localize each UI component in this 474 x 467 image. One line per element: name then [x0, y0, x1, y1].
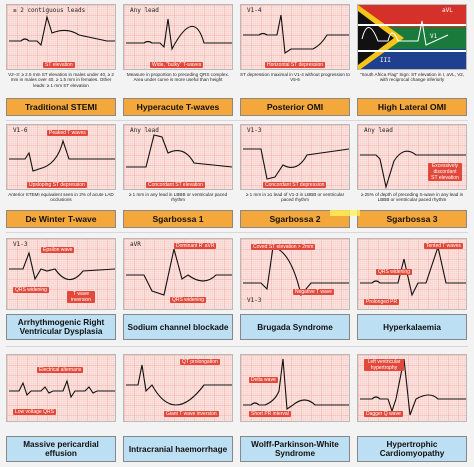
card-title: Hyperkalaemia — [357, 314, 467, 340]
card-title: Traditional STEMI — [6, 98, 116, 116]
card-title: Sgarbossa 1 — [123, 210, 233, 228]
annotation-tag: Coved ST elevation > 2mm — [251, 244, 316, 250]
ecg-strip: V1-3 Concordant ST depression — [240, 124, 350, 190]
card-title: Hyperacute T-waves — [123, 98, 233, 116]
ecg-strip: Any lead Excessively discordant ST eleva… — [357, 124, 467, 190]
ecg-strip: V1-3 Coved ST elevation > 2mm Negative T… — [240, 238, 350, 310]
caption: Measure in proportion to preceding QRS c… — [126, 72, 230, 83]
row-separator — [6, 346, 468, 347]
caption: ≥ 1 mm in ≥1 lead of V1-3 in LBBB or ven… — [245, 192, 345, 203]
lead-label: Any lead — [130, 127, 159, 134]
card-title: Massive pericardial effusion — [6, 436, 116, 462]
caption: ≥ 25% of depth of preceding S-wave in an… — [360, 192, 464, 203]
annotation-tag: Epsilon wave — [41, 247, 75, 253]
annotation-tag: Delta wave — [249, 377, 278, 383]
lead-label-iii: III — [380, 57, 391, 64]
caption: V2–3: ≥ 2.5 mm ST elevation in males und… — [8, 72, 114, 88]
annotation-tag: Concordant ST elevation — [146, 182, 205, 188]
annotation-tag: T wave inversion — [67, 291, 95, 303]
caption: "South Africa Flag" Sign: ST elevation i… — [359, 72, 465, 83]
card-title: Sgarbossa 3 — [357, 210, 467, 228]
lead-label: V1-3 — [247, 127, 262, 134]
lead-label: V1-6 — [13, 127, 28, 134]
card-title: De Winter T-wave — [6, 210, 116, 228]
ecg-strip: V1-4 Horizontal ST depression — [240, 4, 350, 70]
lead-label: Any lead — [364, 127, 393, 134]
ecg-strip: aVR Dominant R' aVR QRS widening — [123, 238, 233, 310]
ecg-patterns-grid: ≥ 2 contiguous leads ST elevation V2–3: … — [6, 4, 468, 464]
card-title: Sgarbossa 2 — [240, 210, 350, 228]
annotation-tag: Low voltage QRS — [13, 409, 56, 415]
card-title: Sodium channel blockade — [123, 314, 233, 340]
ecg-strip: Any lead Concordant ST elevation — [123, 124, 233, 190]
ecg-strip: Any lead Wide, "bulky" T-waves — [123, 4, 233, 70]
ecg-strip: QT prolongation Giant T wave inversion — [123, 354, 233, 422]
annotation-tag: Short PR interval — [249, 411, 291, 417]
annotation-tag: Giant T wave inversion — [164, 411, 219, 417]
annotation-tag: Electrical alternans — [37, 367, 84, 373]
annotation-tag: Dagger Q wave — [364, 411, 403, 417]
annotation-tag: Upsloping ST depression — [27, 182, 87, 188]
card-title: Posterior OMI — [240, 98, 350, 116]
annotation-tag: QRS widening — [376, 269, 412, 275]
caption: ST depression maximal in V1-4 without pr… — [240, 72, 350, 83]
ecg-strip: V1-3 Epsilon wave QRS widening T wave in… — [6, 238, 116, 310]
annotation-tag: QRS widening — [170, 297, 206, 303]
annotation-tag: Negative T wave — [293, 289, 335, 295]
ecg-strip: V1-6 Peaked T waves Upsloping ST depress… — [6, 124, 116, 190]
annotation-tag: Left ventricular hypertrophy — [364, 359, 404, 371]
annotation-tag: ST elevation — [43, 62, 75, 68]
card-title: Wolff-Parkinson-White Syndrome — [240, 436, 350, 462]
card-title: Hypertrophic Cardiomyopathy — [357, 436, 467, 462]
row-separator — [6, 120, 468, 121]
ecg-strip: Tented T waves QRS widening Prolonged PR — [357, 238, 467, 310]
annotation-tag: QT prolongation — [180, 359, 220, 365]
ecg-strip: Left ventricular hypertrophy Dagger Q wa… — [357, 354, 467, 422]
highlight-mark — [330, 210, 360, 216]
lead-label: Any lead — [130, 7, 159, 14]
caption: Anterior STEMI equivalent seen in 2% of … — [8, 192, 114, 203]
card-title: Arrhythmogenic Right Ventricular Dysplas… — [6, 314, 116, 340]
annotation-tag: Prolonged PR — [364, 299, 400, 305]
annotation-tag: Excessively discordant ST elevation — [428, 163, 462, 181]
lead-label: V1-4 — [247, 7, 262, 14]
lead-label: ≥ 2 contiguous leads — [13, 7, 86, 14]
annotation-tag: QRS widening — [13, 287, 49, 293]
lead-label: aVR — [130, 241, 141, 248]
lead-label: V1-3 — [247, 297, 262, 304]
annotation-tag: Tented T waves — [424, 243, 463, 249]
ecg-strip: Delta wave Short PR interval — [240, 354, 350, 422]
annotation-tag: Horizontal ST depression — [265, 62, 326, 68]
annotation-tag: Dominant R' aVR — [174, 243, 217, 249]
card-title: Intracranial haemorrhage — [123, 436, 233, 462]
row-separator — [6, 232, 468, 233]
card-title: High Lateral OMI — [357, 98, 467, 116]
lead-label-v1: V1 — [430, 33, 438, 40]
ecg-strip: Electrical alternans Low voltage QRS — [6, 354, 116, 422]
lead-label: V1-3 — [13, 241, 28, 248]
annotation-tag: Peaked T waves — [47, 130, 88, 136]
caption: ≥ 1 mm in any lead in LBBB or ventricula… — [128, 192, 228, 203]
ecg-strip: ≥ 2 contiguous leads ST elevation — [6, 4, 116, 70]
annotation-tag: Concordant ST depression — [263, 182, 327, 188]
south-africa-flag: III aVL V1 — [357, 4, 467, 70]
annotation-tag: Wide, "bulky" T-waves — [150, 62, 204, 68]
lead-label-avl: aVL — [442, 7, 453, 14]
card-title: Brugada Syndrome — [240, 314, 350, 340]
